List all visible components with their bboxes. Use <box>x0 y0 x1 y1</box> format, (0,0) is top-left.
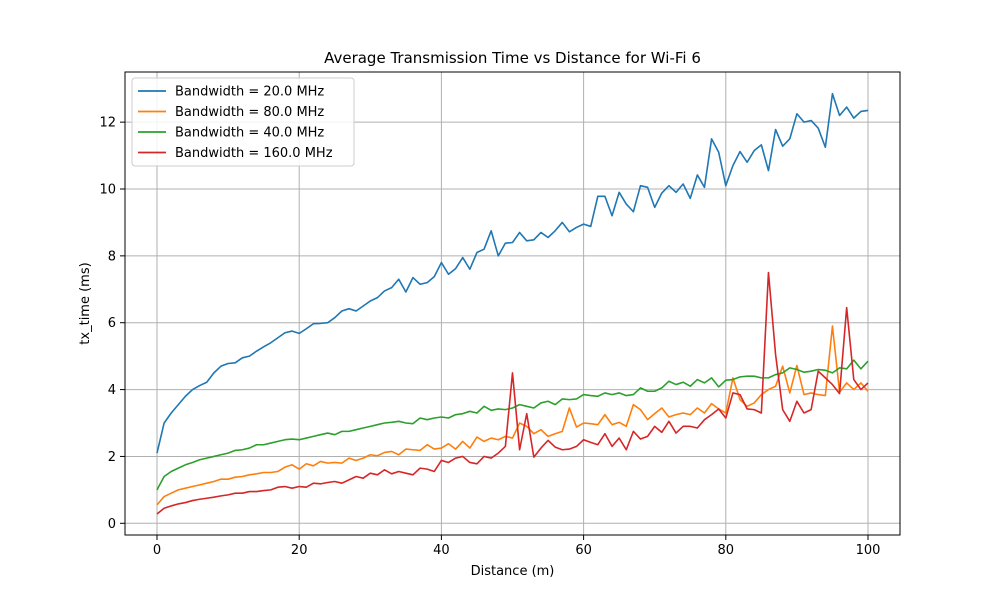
x-tick-label: 0 <box>153 543 161 558</box>
legend-label: Bandwidth = 80.0 MHz <box>175 105 324 120</box>
legend-label: Bandwidth = 20.0 MHz <box>175 85 324 100</box>
series-line-4 <box>156 271 869 515</box>
x-tick-label: 20 <box>291 543 308 558</box>
x-tick-label: 80 <box>718 543 735 558</box>
y-axis-label: tx_time (ms) <box>78 262 93 344</box>
x-tick-label: 60 <box>575 543 592 558</box>
legend-label: Bandwidth = 160.0 MHz <box>175 146 333 161</box>
y-tick-label: 10 <box>99 183 116 198</box>
legend: Bandwidth = 20.0 MHz Bandwidth = 80.0 MHz… <box>131 77 355 167</box>
y-tick-label: 12 <box>99 116 116 131</box>
axis-ticks: 0 20 40 60 80 100 0 2 4 6 8 10 12 <box>99 116 880 558</box>
legend-label: Bandwidth = 40.0 MHz <box>175 126 324 141</box>
y-tick-label: 8 <box>108 249 116 264</box>
series-line-2 <box>156 325 869 506</box>
x-axis-label: Distance (m) <box>471 564 555 579</box>
y-tick-label: 2 <box>108 450 116 465</box>
chart-title: Average Transmission Time vs Distance fo… <box>324 49 701 67</box>
y-tick-label: 4 <box>108 383 116 398</box>
series-lines <box>156 92 869 515</box>
x-tick-label: 100 <box>856 543 881 558</box>
grid-lines <box>125 72 900 535</box>
plot-area-frame <box>124 71 901 536</box>
series-line-1 <box>156 92 869 454</box>
y-tick-label: 6 <box>108 316 116 331</box>
y-tick-label: 0 <box>108 517 116 532</box>
x-tick-label: 40 <box>433 543 450 558</box>
legend-box <box>131 77 355 167</box>
series-line-3 <box>156 359 869 491</box>
